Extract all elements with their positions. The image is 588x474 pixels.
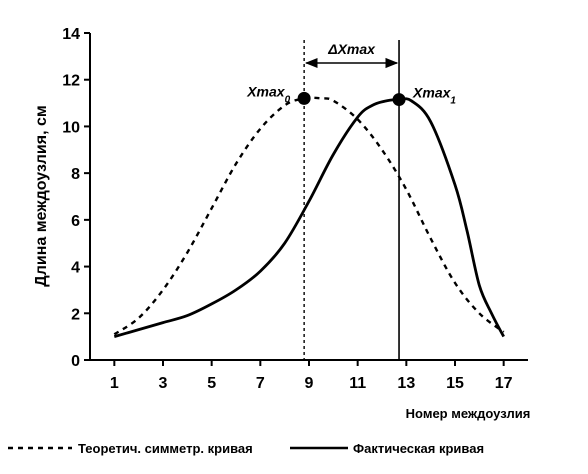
axes	[89, 33, 528, 361]
y-tick-label: 8	[71, 166, 80, 183]
x-tick-label: 11	[349, 375, 366, 392]
y-tick-label: 4	[71, 260, 80, 277]
x-tick-label: 7	[256, 375, 265, 392]
max-point-1	[392, 93, 406, 107]
series-lines	[113, 96, 505, 338]
max-label-0: Xmax0	[246, 83, 290, 105]
y-tick-label: 10	[62, 119, 80, 136]
x-tick-label: 1	[110, 375, 119, 392]
x-tick-label: 15	[446, 375, 464, 392]
y-tick-label: 0	[71, 353, 80, 370]
max-markers: Xmax0 Xmax1 ΔXmax	[246, 40, 456, 360]
y-tick-label: 2	[71, 306, 80, 323]
legend-label-theoretical: Теоретич. симметр. кривая	[78, 441, 253, 456]
x-tick-label: 3	[159, 375, 168, 392]
max-label-1: Xmax1	[412, 85, 456, 107]
x-tick-label: 13	[397, 375, 415, 392]
x-tick-label: 17	[495, 375, 513, 392]
x-axis-label: Номер междоузлия	[406, 406, 531, 421]
y-axis-label: Длина междоузлия, см	[33, 105, 50, 286]
legend: Теоретич. симметр. кривая Фактическая кр…	[8, 441, 484, 456]
delta-label: ΔXmax	[327, 41, 376, 57]
legend-label-actual: Фактическая кривая	[353, 441, 484, 456]
x-tick-label: 5	[207, 375, 216, 392]
y-tick-label: 12	[62, 73, 80, 90]
y-tick-label: 14	[62, 26, 80, 43]
y-tick-label: 6	[71, 213, 80, 230]
max-point-0	[297, 91, 311, 105]
series-line-actual	[113, 97, 505, 338]
series-line-theoretical	[113, 96, 505, 336]
x-tick-label: 9	[305, 375, 314, 392]
